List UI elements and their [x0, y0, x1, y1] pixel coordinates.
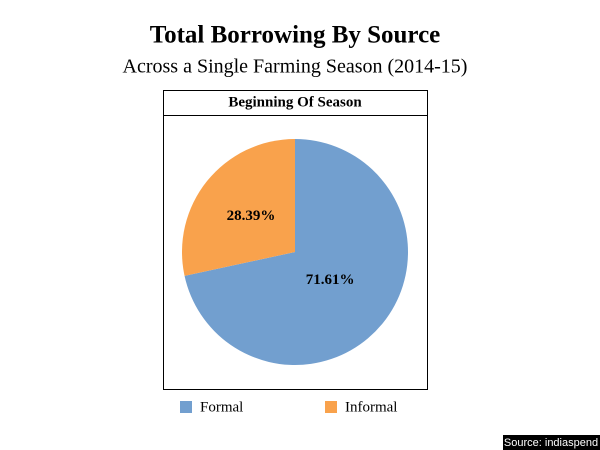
- panel-title: Beginning Of Season: [228, 94, 362, 110]
- pie-slice: [182, 139, 295, 276]
- legend-swatch: [325, 401, 337, 413]
- source: Source: indiaspend: [504, 437, 598, 449]
- chart-subtitle: Across a Single Farming Season (2014-15): [123, 56, 468, 78]
- source-box: [503, 435, 600, 450]
- legend: Formal Informal: [180, 399, 397, 415]
- chart-title: Total Borrowing By Source: [150, 22, 441, 49]
- legend-label: Formal: [200, 399, 243, 415]
- pie-slice: [184, 139, 409, 365]
- data-label: 28.39%: [227, 208, 276, 224]
- data-label: 71.61%: [306, 272, 355, 288]
- panel-frame: [163, 90, 428, 390]
- legend-swatch: [180, 401, 192, 413]
- pie: 71.61% 28.39%: [182, 139, 409, 365]
- legend-label: Informal: [345, 399, 397, 415]
